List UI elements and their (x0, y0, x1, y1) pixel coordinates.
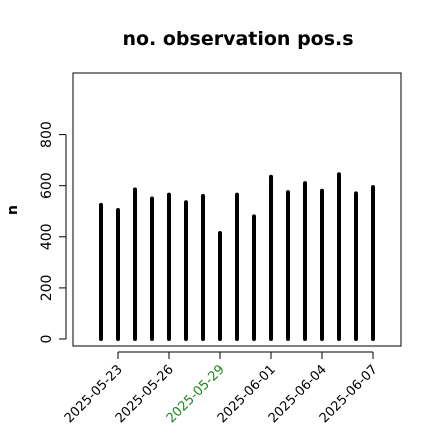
x-axis: 2025-05-232025-05-262025-05-292025-06-01… (62, 351, 381, 426)
y-axis: 0 200 400 600 800 (39, 121, 67, 344)
y-tick-label: 0 (39, 335, 55, 344)
y-tick-label: 800 (39, 121, 55, 148)
chart-title: no. observation pos.s (122, 28, 353, 50)
y-tick-label: 600 (39, 172, 55, 199)
plot-frame (72, 72, 402, 347)
y-tick-label: 400 (39, 223, 55, 250)
bars-group (99, 172, 375, 341)
y-tick-label: 200 (39, 275, 55, 302)
y-axis-label: n (5, 205, 21, 215)
